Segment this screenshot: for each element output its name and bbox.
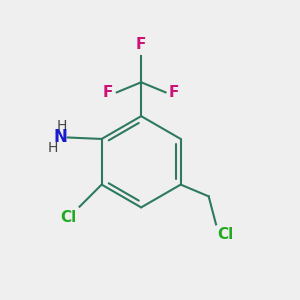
Text: Cl: Cl — [218, 227, 234, 242]
Text: F: F — [103, 85, 113, 100]
Text: H: H — [57, 119, 67, 133]
Text: N: N — [53, 128, 68, 146]
Text: Cl: Cl — [60, 210, 76, 225]
Text: H: H — [48, 141, 58, 155]
Text: F: F — [136, 37, 146, 52]
Text: F: F — [169, 85, 179, 100]
